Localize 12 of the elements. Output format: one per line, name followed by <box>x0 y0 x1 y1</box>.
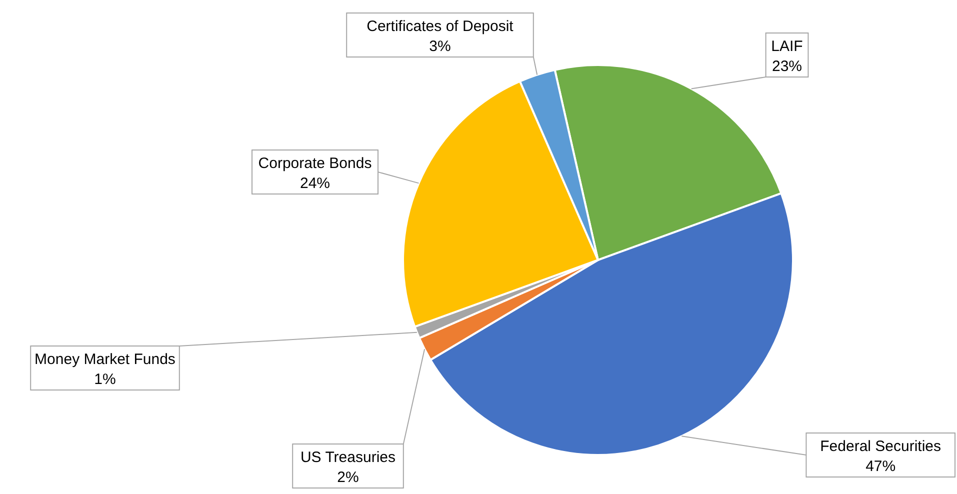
data-label: 2% <box>337 469 359 486</box>
slice-label: LAIF <box>771 38 803 55</box>
data-label: 23% <box>772 58 802 75</box>
data-label: 1% <box>94 371 116 388</box>
slice-label: Money Market Funds <box>34 351 176 368</box>
slice-label: Federal Securities <box>820 438 942 455</box>
data-label: 24% <box>300 175 330 192</box>
data-label: 47% <box>866 458 896 475</box>
slice-label: Corporate Bonds <box>258 155 372 172</box>
slice-label: Certificates of Deposit <box>366 18 514 35</box>
slice-label: US Treasuries <box>300 449 396 466</box>
data-label: 3% <box>429 38 451 55</box>
